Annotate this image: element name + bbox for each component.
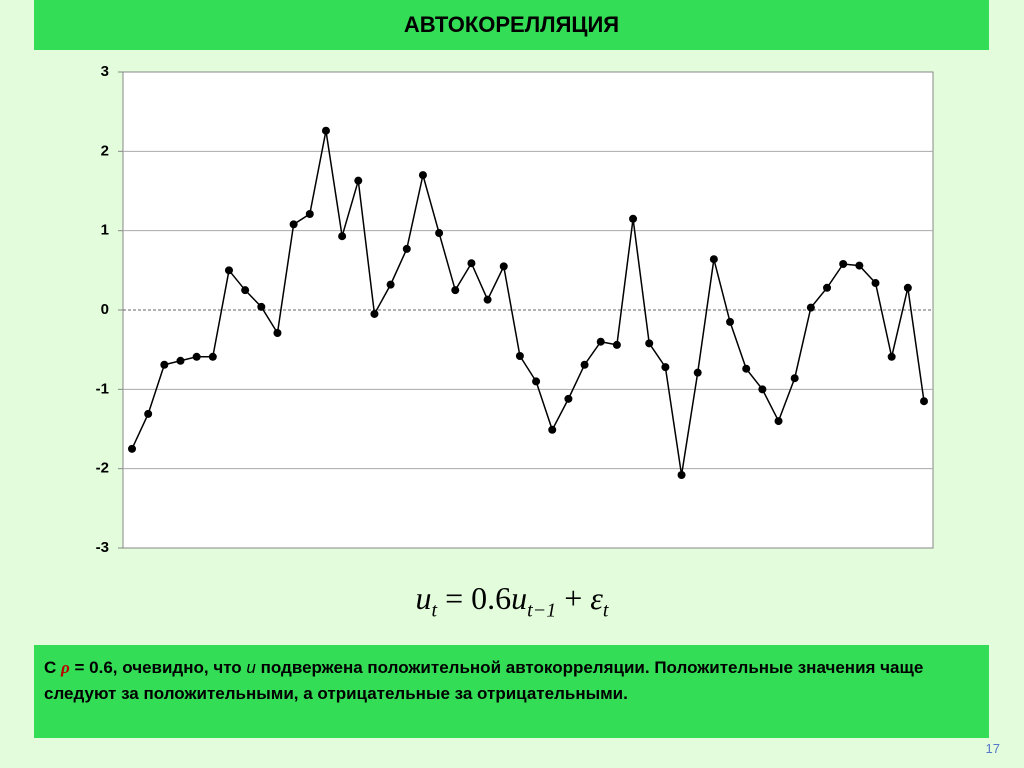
y-tick-label: -3: [96, 539, 109, 556]
formula-part: = 0.6: [445, 580, 512, 616]
formula-part: t−1: [527, 599, 557, 622]
data-point: [451, 286, 460, 295]
page-number: 17: [985, 741, 1000, 756]
data-point: [564, 394, 573, 403]
data-point: [612, 340, 621, 349]
data-point: [321, 126, 330, 135]
data-point: [790, 374, 799, 383]
formula-part: t: [602, 599, 609, 622]
data-point: [305, 210, 314, 219]
data-point: [273, 329, 282, 338]
data-point: [499, 262, 508, 271]
y-tick-label: 0: [101, 301, 109, 318]
formula-part: t: [431, 599, 438, 622]
data-point: [742, 364, 751, 373]
data-point: [386, 280, 395, 289]
data-point: [354, 176, 363, 185]
data-point: [144, 409, 153, 418]
data-point: [887, 352, 896, 361]
data-point: [515, 352, 524, 361]
data-point: [418, 171, 427, 180]
data-point: [257, 302, 266, 311]
data-point: [402, 244, 411, 253]
data-point: [871, 279, 880, 288]
data-point: [483, 295, 492, 304]
data-point: [839, 259, 848, 268]
data-point: [289, 220, 298, 229]
data-point: [645, 339, 654, 348]
data-point: [370, 309, 379, 318]
data-point: [726, 317, 735, 326]
series-line: [131, 130, 925, 476]
data-point: [693, 368, 702, 377]
slide-title: АВТОКОРЕЛЛЯЦИЯ: [34, 0, 989, 50]
data-point: [709, 255, 718, 264]
y-tick-label: 3: [101, 63, 109, 80]
data-point: [580, 360, 589, 369]
note-part: u: [246, 658, 256, 677]
data-point: [758, 385, 767, 394]
formula: ut = 0.6ut−1 + εt: [0, 580, 1024, 622]
note-part: подвержена положительной автокорреляции.…: [44, 658, 924, 703]
data-point: [208, 352, 217, 361]
note-part: = 0.6, очевидно, что: [74, 658, 242, 677]
data-point: [677, 471, 686, 480]
data-point: [532, 377, 541, 386]
data-point: [467, 259, 476, 268]
data-point: [224, 266, 233, 275]
y-tick-label: 1: [101, 222, 109, 239]
data-point: [176, 356, 185, 365]
formula-part: +: [564, 580, 583, 616]
formula-part: ε: [590, 580, 603, 616]
note-part: ρ: [61, 658, 70, 677]
data-point: [774, 417, 783, 426]
data-point: [629, 214, 638, 223]
data-point: [903, 283, 912, 292]
note: С ρ = 0.6, очевидно, что u подвержена по…: [34, 645, 989, 738]
data-point: [855, 261, 864, 270]
data-point: [160, 360, 169, 369]
formula-part: u: [415, 580, 432, 616]
y-tick-label: -2: [96, 460, 109, 477]
y-tick-label: 2: [101, 142, 109, 159]
data-point: [920, 397, 928, 406]
data-point: [241, 286, 250, 295]
data-point: [128, 444, 136, 453]
data-point: [435, 229, 444, 238]
chart: -3 -2 -1 0 1 2 3: [96, 63, 934, 556]
data-point: [806, 303, 815, 312]
data-point: [548, 425, 557, 434]
data-point: [661, 363, 670, 372]
data-point: [192, 352, 201, 361]
data-point: [338, 232, 347, 241]
formula-part: u: [511, 580, 528, 616]
data-point: [596, 337, 605, 346]
note-part: С: [44, 658, 57, 677]
y-tick-label: -1: [96, 380, 109, 397]
data-point: [823, 283, 832, 292]
